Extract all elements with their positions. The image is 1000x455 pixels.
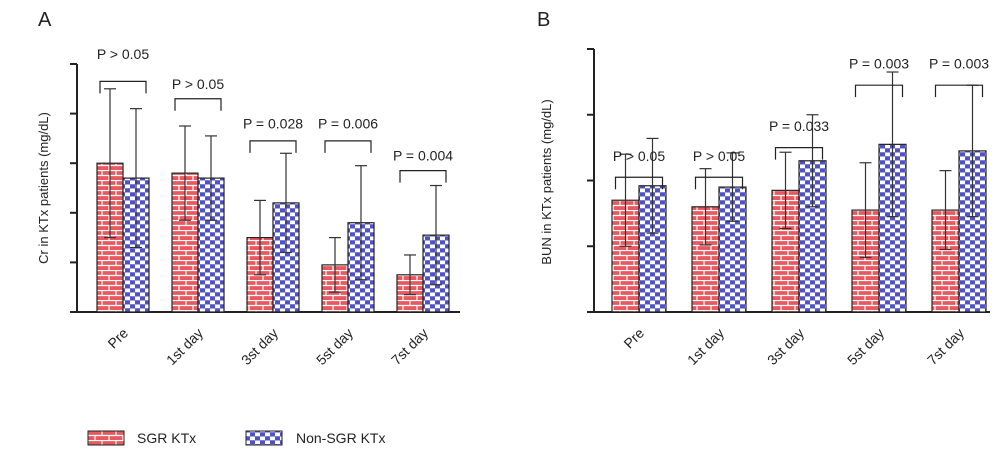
panel-a-x-tick-label-3st-day: 3st day: [238, 325, 281, 368]
panel-a-bracket-5st-day: [324, 140, 372, 153]
panel-b-x-tick-label-1st-day: 1st day: [684, 325, 727, 368]
panel-b-error-bar-non-sgr-ktx-1st-day: [726, 152, 739, 222]
panel-a-error-bar-non-sgr-ktx-pre: [130, 108, 142, 249]
panel-a: A Cr in KTx patients (mg/dL) Pre 1st day 3…: [36, 9, 460, 368]
legend-label-sgr: SGR KTx: [137, 430, 196, 446]
panel-a-error-bar-non-sgr-ktx-7st-day: [430, 184, 442, 286]
panel-b-bar-non-sgr-ktx-3st-day: [798, 160, 827, 313]
panel-b-bracket-pre: [614, 176, 664, 190]
panel-a-x-tick-label-pre: Pre: [104, 325, 131, 352]
legend-item-sgr: SGR KTx: [87, 430, 196, 446]
panel-a-error-bar-non-sgr-ktx-3st-day: [280, 152, 292, 254]
panel-a-p-value-7st-day: P = 0.004: [393, 148, 453, 164]
panel-a-p-value-5st-day: P = 0.006: [318, 115, 378, 131]
legend: SGR KTx Non-SGR KTx: [87, 430, 385, 446]
panel-b-label: B: [537, 9, 550, 31]
panel-a-p-value-1st-day: P > 0.05: [172, 76, 225, 92]
panel-b-x-tick-label-3st-day: 3st day: [764, 325, 807, 368]
panel-a-error-bar-sgr-ktx-7st-day: [404, 254, 416, 296]
panel-a-plot: Pre 1st day 3st day 5st day 7st day P > 0.05 P…: [70, 46, 460, 368]
panel-b: B BUN in KTx patients (mg/dL) Pre 1st day…: [537, 9, 990, 368]
panel-a-p-value-pre: P > 0.05: [97, 46, 150, 62]
panel-b-error-bar-non-sgr-ktx-3st-day: [806, 114, 819, 208]
panel-a-x-tick-label-7st-day: 7st day: [388, 325, 431, 368]
panel-b-x-tick-label-7st-day: 7st day: [924, 325, 967, 368]
panel-b-error-bar-non-sgr-ktx-pre: [646, 137, 659, 234]
panel-b-p-value-pre: P > 0.05: [613, 148, 666, 164]
panel-b-error-bar-sgr-ktx-3st-day: [779, 151, 792, 230]
legend-swatch-non-sgr: [245, 430, 283, 446]
panel-a-x-tick-label-5st-day: 5st day: [313, 325, 356, 368]
panel-b-bracket-5st-day: [854, 84, 904, 98]
panel-b-plot: Pre 1st day 3st day 5st day 7st day P > 0.05 P…: [587, 48, 990, 368]
panel-a-bracket-3st-day: [249, 140, 297, 153]
panel-a-x-tick-label-1st-day: 1st day: [163, 325, 206, 368]
panel-b-error-bar-sgr-ktx-7st-day: [939, 170, 952, 251]
panel-a-error-bar-non-sgr-ktx-5st-day: [355, 165, 367, 281]
panel-b-x-tick-label-pre: Pre: [620, 325, 647, 352]
panel-a-error-bar-sgr-ktx-3st-day: [254, 199, 266, 276]
panel-b-p-value-3st-day: P = 0.033: [769, 118, 829, 134]
panel-b-x-tick-label-5st-day: 5st day: [844, 325, 887, 368]
panel-a-error-bar-sgr-ktx-5st-day: [329, 237, 341, 293]
panel-b-error-bar-sgr-ktx-1st-day: [699, 168, 712, 246]
legend-label-non-sgr: Non-SGR KTx: [296, 430, 385, 446]
panel-a-error-bar-sgr-ktx-pre: [104, 88, 116, 239]
panel-b-y-axis-label: BUN in KTx patients (mg/dL): [539, 99, 554, 264]
panel-a-y-axis-label: Cr in KTx patients (mg/dL): [36, 112, 51, 264]
panel-b-error-bar-non-sgr-ktx-5st-day: [886, 71, 899, 218]
panel-a-error-bar-sgr-ktx-1st-day: [179, 125, 191, 221]
panel-b-p-value-1st-day: P > 0.05: [693, 148, 746, 164]
panel-b-error-bar-sgr-ktx-5st-day: [859, 162, 872, 259]
panel-b-error-bar-sgr-ktx-pre: [619, 153, 632, 247]
panel-a-error-bar-non-sgr-ktx-1st-day: [205, 135, 217, 221]
legend-swatch-sgr: [87, 430, 125, 446]
panel-a-label: A: [38, 9, 52, 31]
panel-b-p-value-5st-day: P = 0.003: [849, 56, 909, 72]
panel-a-bracket-7st-day: [399, 170, 447, 183]
legend-item-non-sgr: Non-SGR KTx: [245, 430, 385, 446]
panel-a-p-value-3st-day: P = 0.028: [243, 115, 303, 131]
panel-a-bracket-pre: [99, 80, 147, 94]
panel-b-bracket-3st-day: [774, 147, 824, 160]
panel-a-bracket-1st-day: [174, 98, 222, 111]
panel-b-bracket-7st-day: [934, 84, 984, 98]
panel-b-bracket-1st-day: [694, 176, 744, 190]
panel-b-p-value-7st-day: P = 0.003: [929, 56, 989, 72]
